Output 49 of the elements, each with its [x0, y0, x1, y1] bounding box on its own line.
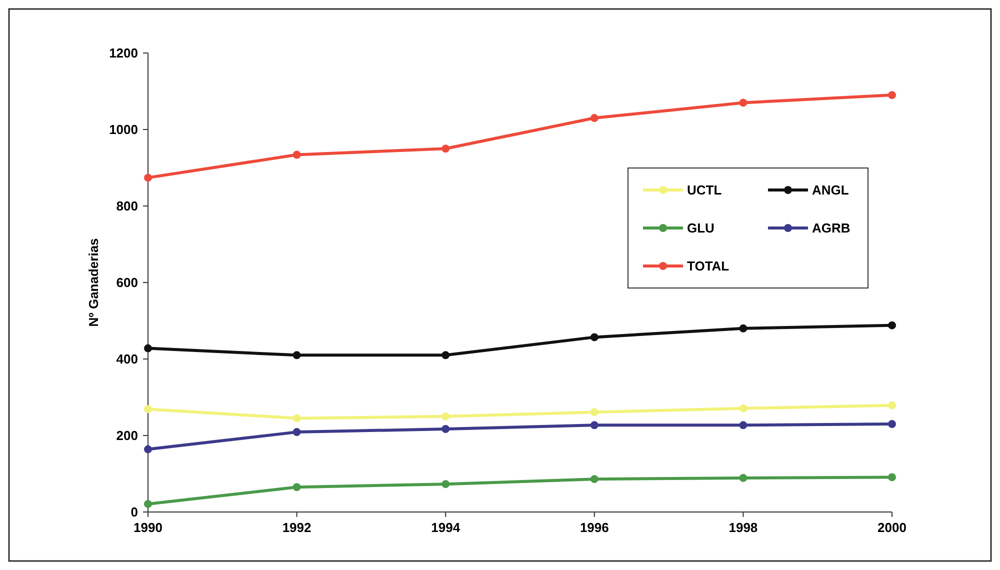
x-tick-label: 1998 [728, 520, 758, 535]
legend-label: TOTAL [687, 258, 730, 274]
point [144, 445, 152, 454]
point [292, 351, 301, 360]
point [144, 344, 152, 352]
point [292, 150, 301, 159]
x-tick-label: 1994 [431, 520, 461, 535]
x-tick-label: 1992 [282, 520, 312, 535]
point [888, 401, 896, 410]
point [442, 351, 450, 360]
point [590, 408, 598, 416]
point [888, 473, 896, 482]
y-tick-label: 400 [116, 352, 138, 367]
point [442, 412, 450, 420]
point [739, 324, 748, 332]
point [888, 420, 896, 428]
point [144, 174, 152, 182]
x-tick-label: 1990 [134, 520, 162, 535]
point [590, 421, 598, 430]
y-tick-label: 600 [116, 275, 138, 290]
point [739, 421, 748, 430]
point [144, 405, 152, 414]
point [739, 98, 748, 107]
point [590, 333, 598, 342]
point [739, 404, 748, 412]
y-tick-label: 200 [116, 428, 138, 444]
point [442, 480, 450, 488]
legend-label: GLU [687, 220, 714, 236]
point [442, 144, 450, 153]
point [442, 424, 450, 433]
y-tick-label: 0 [130, 504, 138, 520]
point [888, 91, 896, 100]
point [292, 428, 301, 436]
y-tick-label: 1000 [109, 122, 138, 138]
legend-label: UCTL [687, 182, 722, 198]
x-tick-label: 2000 [878, 520, 906, 535]
point [590, 114, 598, 122]
point [292, 414, 301, 422]
point [590, 475, 598, 484]
y-tick-label: 800 [116, 198, 138, 214]
y-tick-label: 1200 [109, 46, 138, 61]
point [888, 321, 896, 330]
y-axis-title: Nº Ganaderias [86, 238, 101, 327]
legend-label: AGRB [812, 220, 850, 236]
point [739, 474, 748, 482]
point [292, 483, 301, 492]
x-tick-label: 1996 [580, 520, 609, 535]
point [144, 500, 152, 508]
legend-label: ANGL [812, 182, 849, 198]
